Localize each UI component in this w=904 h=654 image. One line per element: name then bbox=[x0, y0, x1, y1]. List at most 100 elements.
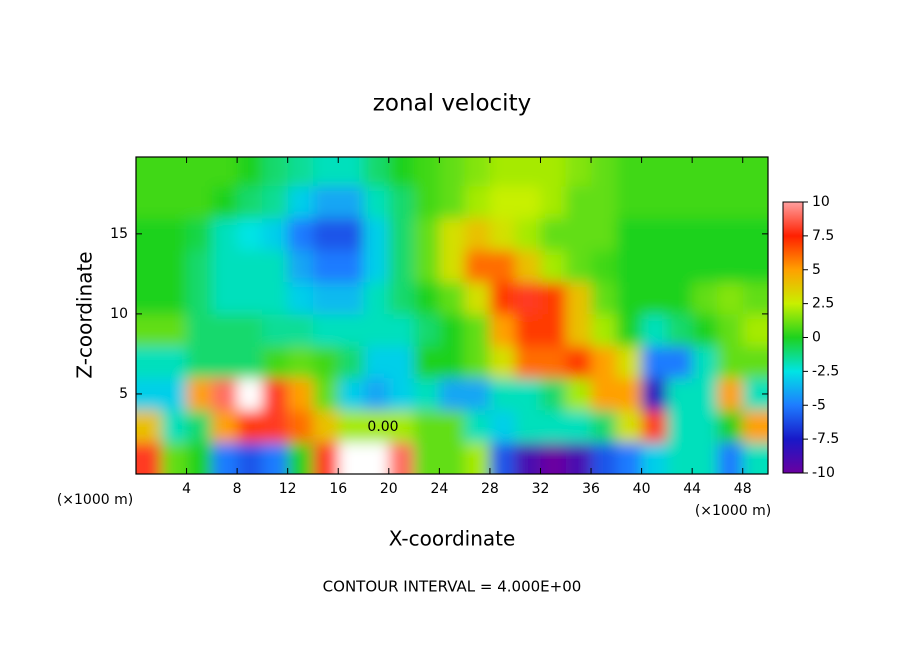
cell bbox=[186, 217, 213, 251]
cell bbox=[742, 409, 768, 443]
cell bbox=[641, 249, 668, 283]
cell bbox=[237, 409, 263, 443]
cell bbox=[540, 249, 567, 283]
cell bbox=[287, 185, 314, 219]
cell bbox=[666, 409, 693, 443]
cell bbox=[388, 441, 415, 474]
x-tick-label: 4 bbox=[182, 481, 191, 497]
cell bbox=[237, 345, 263, 379]
cell bbox=[363, 345, 390, 379]
cell bbox=[136, 345, 162, 379]
cell bbox=[591, 249, 617, 283]
cell bbox=[388, 313, 415, 347]
cell bbox=[717, 249, 744, 283]
cell bbox=[641, 441, 668, 474]
colorbar-tick-label: 0 bbox=[812, 330, 821, 346]
cell bbox=[591, 345, 617, 379]
cell bbox=[742, 345, 768, 379]
cell bbox=[136, 157, 162, 187]
cell bbox=[186, 157, 213, 187]
x-tick-label: 40 bbox=[633, 481, 651, 497]
cell bbox=[439, 217, 466, 251]
cell bbox=[591, 377, 617, 411]
cell bbox=[287, 441, 314, 474]
cell bbox=[464, 377, 491, 411]
cell bbox=[338, 281, 365, 315]
cell bbox=[641, 217, 668, 251]
cell bbox=[742, 281, 768, 315]
cell bbox=[616, 441, 643, 474]
cell bbox=[338, 157, 365, 187]
cell bbox=[565, 313, 592, 347]
cell bbox=[540, 185, 567, 219]
annotation: CONTOUR INTERVAL = 4.000E+00 bbox=[323, 578, 582, 596]
cell bbox=[439, 185, 466, 219]
cell bbox=[540, 157, 567, 187]
cell bbox=[338, 345, 365, 379]
cell bbox=[388, 409, 415, 443]
cell bbox=[489, 313, 516, 347]
cell bbox=[540, 441, 567, 474]
cell bbox=[489, 377, 516, 411]
cell bbox=[591, 157, 617, 187]
cell bbox=[692, 249, 718, 283]
cell bbox=[565, 409, 592, 443]
cell bbox=[439, 345, 466, 379]
cell bbox=[161, 185, 188, 219]
cell bbox=[363, 441, 390, 474]
cell bbox=[489, 249, 516, 283]
cell bbox=[464, 409, 491, 443]
cell bbox=[717, 185, 744, 219]
field bbox=[136, 157, 768, 474]
cell bbox=[742, 185, 768, 219]
cell bbox=[287, 281, 314, 315]
cell bbox=[565, 185, 592, 219]
cell bbox=[464, 185, 491, 219]
colorbar-tick-label: -10 bbox=[812, 465, 835, 481]
cell bbox=[237, 441, 263, 474]
cell bbox=[414, 249, 440, 283]
cell bbox=[692, 157, 718, 187]
cell bbox=[211, 409, 238, 443]
cell bbox=[717, 409, 744, 443]
cell bbox=[186, 409, 213, 443]
cell bbox=[388, 157, 415, 187]
cell bbox=[692, 377, 718, 411]
cell bbox=[161, 249, 188, 283]
cell bbox=[136, 249, 162, 283]
cell bbox=[211, 249, 238, 283]
cell bbox=[692, 313, 718, 347]
x-tick-label: 28 bbox=[481, 481, 499, 497]
cell bbox=[742, 313, 768, 347]
colorbar-tick-label: 7.5 bbox=[812, 228, 834, 244]
cell bbox=[464, 249, 491, 283]
cell bbox=[515, 249, 541, 283]
cell bbox=[692, 409, 718, 443]
cell bbox=[616, 377, 643, 411]
plot-frame bbox=[135, 156, 769, 475]
cell bbox=[262, 157, 289, 187]
cell bbox=[363, 157, 390, 187]
cell bbox=[565, 157, 592, 187]
cell bbox=[312, 281, 339, 315]
cell bbox=[388, 377, 415, 411]
cell bbox=[363, 281, 390, 315]
cell bbox=[161, 441, 188, 474]
cell bbox=[161, 409, 188, 443]
cell bbox=[464, 157, 491, 187]
cell bbox=[692, 281, 718, 315]
cell bbox=[692, 185, 718, 219]
cell bbox=[136, 313, 162, 347]
cell bbox=[489, 281, 516, 315]
cell bbox=[388, 281, 415, 315]
cell bbox=[439, 377, 466, 411]
contour-label: 0.00 bbox=[367, 419, 398, 435]
cell bbox=[692, 217, 718, 251]
cell bbox=[464, 313, 491, 347]
cells bbox=[136, 157, 768, 474]
cell bbox=[287, 409, 314, 443]
cell bbox=[338, 249, 365, 283]
cell bbox=[616, 249, 643, 283]
colorbar-tick-label: -5 bbox=[812, 397, 826, 413]
x-tick-label: 8 bbox=[233, 481, 242, 497]
